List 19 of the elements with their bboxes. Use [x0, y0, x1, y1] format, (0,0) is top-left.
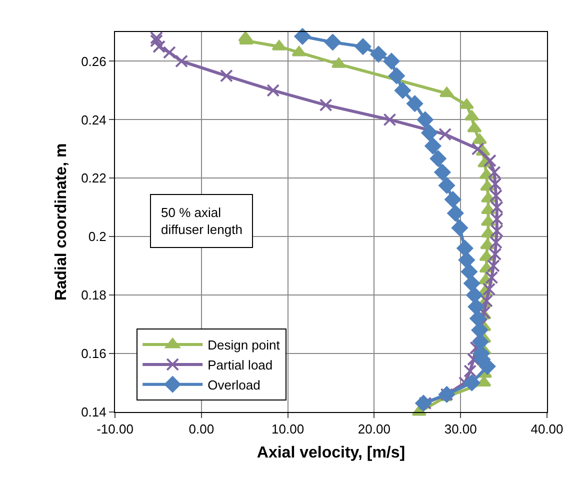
x-tick-label: 30.00 [444, 422, 477, 437]
x-tick-label: -10.00 [96, 422, 134, 437]
x-tick-label: 0.00 [188, 422, 214, 437]
y-axis-title: Radial coordinate, m [52, 143, 70, 301]
y-tick-label: 0.2 [88, 229, 106, 244]
y-tick-label: 0.14 [81, 404, 106, 420]
x-tick-label: 40.00 [530, 422, 564, 437]
annotation: 50 % axial diffuser length [161, 205, 242, 237]
y-tick-label: 0.16 [81, 346, 106, 362]
legend-label: Design point [208, 338, 280, 353]
x-tick-label: 20.00 [358, 422, 390, 437]
legend-label: Partial load [208, 358, 273, 373]
x-axis-title: Axial velocity, [m/s] [256, 444, 406, 462]
y-tick-label: 0.22 [81, 170, 106, 186]
y-tick-label: 0.26 [81, 54, 106, 69]
y-tick-label: 0.24 [81, 112, 106, 128]
legend-label: Overload [208, 377, 260, 392]
y-tick-label: 0.18 [81, 288, 106, 303]
x-tick-label: 10.00 [272, 422, 304, 437]
